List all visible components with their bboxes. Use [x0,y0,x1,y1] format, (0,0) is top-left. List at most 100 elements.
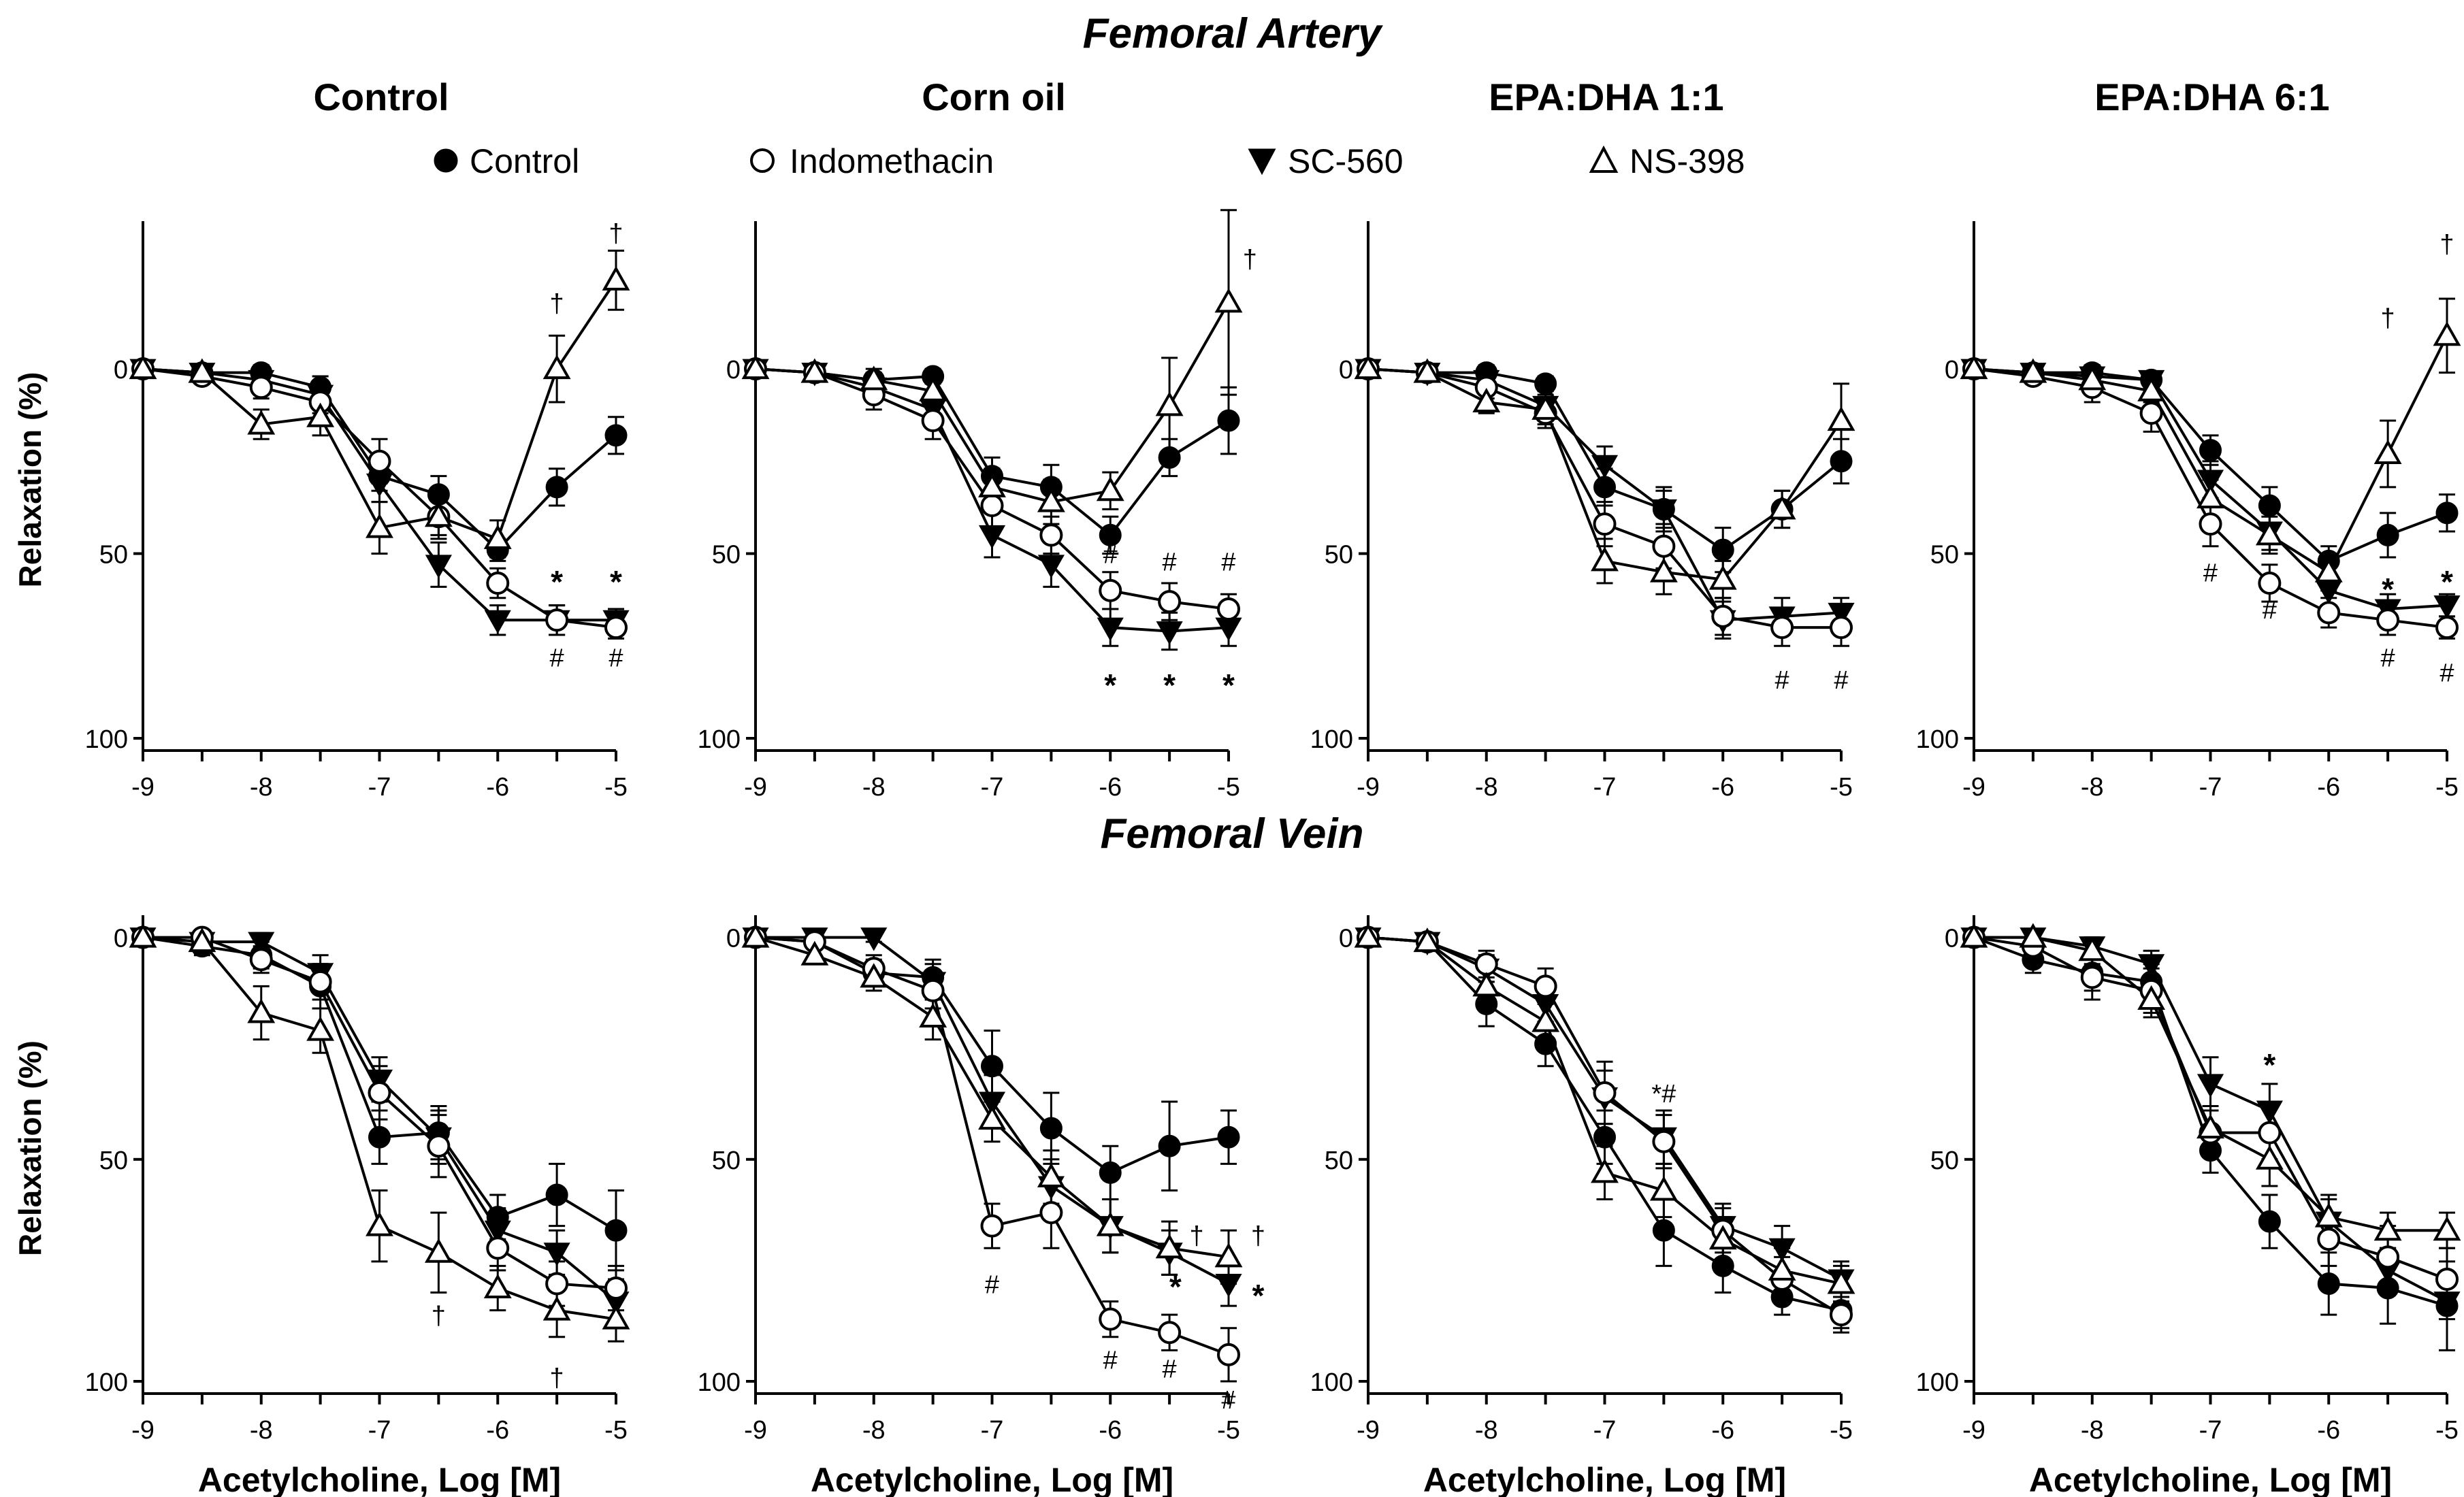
marker-sc-560 [366,1069,393,1093]
significance-mark: * [2441,564,2453,599]
x-tick-label: -9 [1357,1416,1380,1445]
marker-ns-398 [1649,557,1678,582]
x-tick-label: -6 [1711,1416,1734,1445]
marker-ns-398 [1649,1176,1678,1201]
marker-sc-560 [1650,499,1677,523]
marker-ns-398 [2196,1114,2224,1139]
marker-ns-398 [2255,521,2284,546]
marker-ns-398 [306,402,335,427]
marker-control [1217,1125,1240,1149]
significance-mark: † [432,1302,446,1330]
marker-ns-398 [978,472,1006,497]
significance-mark: * [1104,668,1116,703]
marker-indomethacin [1158,1321,1182,1345]
marker-sc-560 [860,927,888,951]
significance-mark: # [550,644,564,673]
marker-indomethacin [2317,601,2341,625]
marker-ns-398 [306,1016,335,1041]
x-tick-label: -9 [131,773,155,802]
marker-indomethacin [486,1236,510,1260]
marker-control [1830,450,1853,473]
y-tick-label: 50 [712,541,741,570]
significance-mark: * [610,564,622,599]
marker-indomethacin [2139,401,2163,425]
significance-mark: † [550,1364,564,1392]
marker-ns-398 [1096,476,1124,501]
marker-sc-560 [1156,621,1183,645]
marker-indomethacin [2435,1267,2459,1291]
marker-indomethacin [1099,1307,1122,1331]
marker-indomethacin [249,948,273,972]
x-axis-label: Acetylcholine, Log [M] [1423,1461,1786,1497]
marker-control [1711,1254,1734,1277]
legend: Control Indomethacin SC-560 NS-398 [434,142,1745,180]
y-tick-label: 100 [1310,1368,1353,1397]
x-tick-label: -6 [2317,1416,2340,1445]
marker-ns-398 [2255,1145,2284,1170]
y-tick-label: 0 [114,925,128,953]
marker-ns-398 [741,923,770,948]
marker-indomethacin [1099,578,1122,602]
marker-ns-398 [919,1002,947,1028]
marker-control [981,1055,1003,1078]
marker-sc-560 [2196,470,2224,494]
x-tick-label: -5 [1830,1416,1853,1445]
x-tick-label: -6 [2317,773,2340,802]
marker-control [1534,1032,1557,1055]
significance-mark: * [1252,1278,1264,1313]
marker-ns-398 [1155,1234,1184,1259]
y-tick-label: 0 [1339,356,1353,384]
row-title-artery: Femoral Artery [1083,10,1384,57]
panel-femoral-artery-epa-dha-6-1: 0 50 100-9 -8 -7 -6 -5 # # * # * # † † [1916,221,2461,802]
marker-ns-398 [1037,487,1065,512]
marker-control [1593,476,1616,499]
x-tick-label: -7 [2199,1416,2222,1445]
x-tick-label: -8 [862,773,886,802]
marker-indomethacin [368,449,391,473]
marker-control [2258,1210,2281,1233]
significance-mark: † [609,219,623,248]
significance-mark: # [1163,548,1177,576]
marker-control [545,476,568,499]
y-tick-label: 50 [99,541,128,570]
marker-ns-398 [602,265,630,291]
marker-control [1158,1134,1181,1157]
marker-sc-560 [1768,1238,1796,1262]
marker-indomethacin [980,1214,1004,1238]
group-title-epa-dha-6-1: EPA:DHA 6:1 [2094,76,2329,118]
marker-control [1039,1117,1063,1140]
panel-femoral-vein-corn-oil: 0 50 100-9 -8 -7 -6 -5 Acetylcholine, Log [M] # #… [698,915,1265,1497]
marker-control [604,1219,628,1242]
marker-control [2376,523,2399,546]
y-tick-label: 100 [698,725,741,754]
marker-ns-398 [1960,923,1988,948]
marker-control [1099,523,1122,546]
panel-femoral-artery-epa-dha-1-1: 0 50 100-9 -8 -7 -6 -5 # # [1310,221,1855,802]
x-axis-label: Acetylcholine, Log [M] [811,1461,1173,1497]
significance-mark: † [1251,1222,1265,1251]
marker-indomethacin [368,1081,391,1104]
marker-ns-398 [1155,391,1184,416]
x-tick-label: -7 [2199,773,2222,802]
marker-ns-398 [741,355,770,380]
marker-ns-398 [1708,1225,1737,1250]
x-tick-label: -9 [744,1416,767,1445]
marker-ns-398 [602,1304,630,1330]
legend-label-control: Control [470,142,579,180]
marker-indomethacin [2199,512,2222,536]
marker-ns-398 [2078,365,2107,391]
marker-indomethacin [1770,616,1794,640]
panel-femoral-artery-control: 0 50 100-9 -8 -7 -6 -5 Relaxation (%) * # * # † † [12,219,630,802]
marker-ns-398 [424,502,453,527]
significance-mark: # [1221,1386,1235,1415]
marker-ns-398 [2196,484,2224,509]
marker-ns-398 [188,358,216,383]
marker-ns-398 [1960,355,1988,380]
marker-indomethacin [1830,1303,1853,1327]
significance-mark: * [2263,1047,2275,1083]
x-tick-label: -9 [1962,773,1985,802]
marker-ns-398 [978,1105,1006,1130]
y-tick-label: 0 [1945,356,1959,384]
marker-control [2258,494,2281,517]
